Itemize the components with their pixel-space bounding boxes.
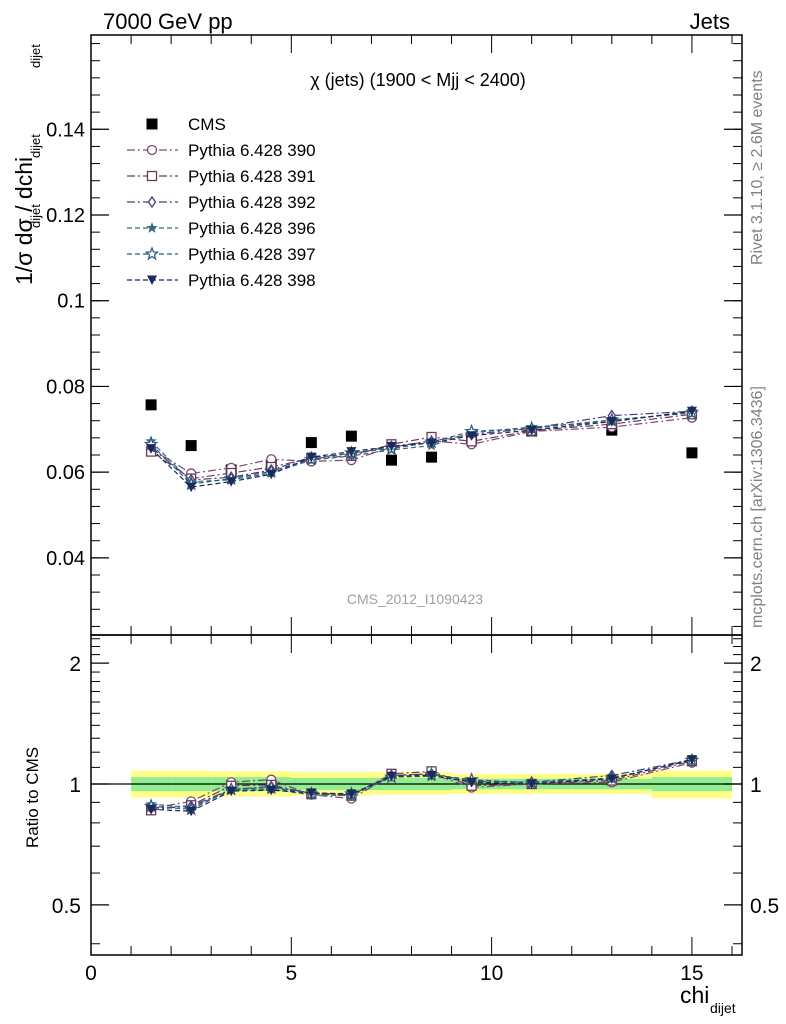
series-pythia-398 (146, 406, 697, 493)
ratio-y-tick-label-left: 2 (69, 653, 81, 676)
data-point (426, 438, 437, 448)
legend-marker (147, 275, 157, 285)
header-energy-label: 7000 GeV pp (103, 9, 233, 34)
data-point (185, 440, 197, 452)
y-tick-label: 0.1 (57, 291, 85, 313)
legend-item: Pythia 6.428 398 (127, 271, 316, 290)
y-tick-label: 0.12 (46, 205, 85, 227)
ratio-y-tick-label-right: 1 (750, 774, 762, 797)
data-point (345, 430, 357, 442)
legend-marker (146, 170, 158, 182)
ratio-plot-content (91, 752, 742, 817)
main-y-axis-label: 1/σ dσ / dchi (11, 157, 37, 285)
y-tick-label: 0.08 (46, 376, 85, 398)
ratio-data-point (606, 774, 617, 784)
mcplots-label: mcplots.cern.ch [arXiv:1306.3436] (749, 386, 766, 628)
series-line (150, 412, 692, 485)
data-point (686, 447, 698, 459)
main-axis-ticks: 0.04 0.06 0.08 0.1 0.12 0.14 (46, 35, 742, 635)
ylabel-subscript-3: dijet (28, 44, 43, 68)
x-tick-label: 5 (285, 962, 297, 985)
legend-label: Pythia 6.428 391 (188, 167, 316, 186)
legend: CMS Pythia 6.428 390 Pythia 6.428 391 Pythi… (127, 115, 316, 290)
data-point (306, 452, 317, 463)
data-point (606, 417, 617, 427)
legend-label: Pythia 6.428 397 (188, 245, 316, 264)
ratio-y-tick-label-right: 0.5 (750, 895, 779, 918)
legend-marker (146, 118, 158, 130)
data-point (385, 454, 397, 466)
ratio-data-point (426, 770, 437, 781)
x-tick-label: 0 (85, 962, 97, 985)
data-point (346, 447, 357, 457)
watermark-label: CMS_2012_I1090423 (347, 591, 483, 607)
x-tick-label: 15 (680, 962, 703, 985)
ratio-data-point (266, 785, 277, 796)
legend-item: Pythia 6.428 397 (127, 245, 316, 264)
legend-label: CMS (188, 115, 226, 134)
y-tick-label: 0.14 (46, 119, 85, 141)
legend-item: Pythia 6.428 396 (127, 219, 316, 238)
x-axis-label-subscript: dijet (710, 1000, 736, 1016)
legend-item: Pythia 6.428 390 (127, 141, 316, 160)
legend-marker (147, 195, 157, 209)
ratio-y-tick-label-left: 1 (69, 774, 81, 797)
data-point (145, 399, 157, 411)
main-plot-content (143, 399, 700, 493)
series-line (150, 410, 692, 483)
rivet-version-label: Rivet 3.1.10, ≥ 2.6M events (749, 70, 766, 265)
series-line (150, 410, 692, 488)
data-point (426, 451, 438, 463)
legend-label: Pythia 6.428 392 (188, 193, 316, 212)
legend-label: Pythia 6.428 390 (188, 141, 316, 160)
ratio-data-point (306, 788, 317, 798)
data-point (186, 482, 197, 493)
ratio-series-pythia-398 (146, 755, 697, 817)
ratio-data-point (526, 779, 537, 789)
ylabel-subscript-1: dijet (28, 204, 43, 228)
ratio-data-point (686, 755, 697, 765)
main-plot-title: χ (jets) (1900 < Mjj < 2400) (310, 70, 526, 90)
y-tick-label: 0.06 (46, 462, 85, 484)
x-tick-label: 10 (480, 962, 503, 985)
ratio-data-point (346, 789, 357, 799)
ratio-data-point (226, 786, 237, 797)
legend-label: Pythia 6.428 398 (188, 271, 316, 290)
legend-marker (144, 246, 160, 261)
legend-item: Pythia 6.428 392 (127, 193, 316, 212)
series-line (150, 417, 692, 475)
header-jets-label: Jets (690, 9, 730, 34)
ratio-data-point (186, 806, 197, 817)
ratio-data-point (466, 777, 477, 788)
data-point (305, 437, 317, 449)
ratio-y-axis-label: Ratio to CMS (23, 747, 42, 848)
legend-marker (146, 144, 158, 156)
ratio-series-line (151, 759, 693, 808)
data-point (466, 431, 477, 441)
ratio-data-point (146, 804, 157, 815)
ratio-data-point (386, 771, 397, 782)
data-point (386, 441, 397, 452)
ratio-axis-ticks: 0.5 0.5 1 1 2 2 0 5 10 15 (52, 635, 779, 985)
ratio-frame (90, 634, 743, 956)
main-panel: 0.04 0.06 0.08 0.1 0.12 0.14 χ (jets) (1900 <… (11, 34, 743, 636)
legend-item: CMS (146, 115, 226, 134)
ylabel-subscript-2: dijet (28, 134, 43, 158)
ratio-y-tick-label-right: 2 (750, 653, 762, 676)
legend-marker (146, 222, 158, 233)
data-point (526, 425, 537, 436)
legend-label: Pythia 6.428 396 (188, 219, 316, 238)
ratio-series-line (151, 759, 693, 812)
ratio-panel: 0.5 0.5 1 1 2 2 0 5 10 15 Ratio to CMS chi dijet (23, 634, 779, 1016)
y-tick-label: 0.04 (46, 548, 85, 570)
x-axis-label: chi (680, 982, 709, 1008)
data-point (146, 444, 157, 454)
data-point (686, 406, 697, 417)
data-point (226, 477, 237, 487)
data-point (266, 469, 277, 480)
legend-item: Pythia 6.428 391 (127, 167, 316, 186)
ratio-y-tick-label-left: 0.5 (52, 895, 81, 918)
ylabel-text: 1/σ dσ / dchi (11, 157, 37, 285)
